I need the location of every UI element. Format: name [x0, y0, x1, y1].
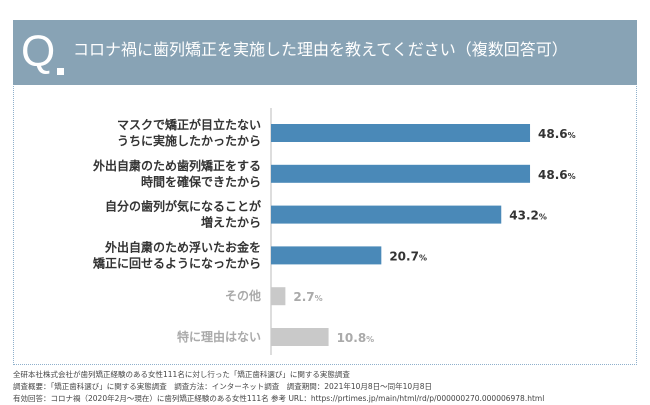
bar [271, 246, 382, 265]
chart-frame [13, 86, 637, 365]
value-label: 43.2% [509, 209, 547, 223]
question-header: Q コロナ禍に歯列矯正を実施した理由を教えてください（複数回答可） [13, 20, 637, 85]
value-label: 20.7% [389, 249, 427, 263]
category-label: 特に理由はない [177, 329, 261, 344]
q-mark: Q [21, 27, 56, 76]
note-line: 有効回答：コロナ禍（2020年2月～現在）に歯列矯正経験のある女性111名 参考… [13, 394, 545, 403]
category-label: マスクで矯正が目立たない [117, 117, 261, 132]
bar [271, 205, 502, 224]
bar [271, 287, 286, 306]
value-label: 2.7% [293, 290, 322, 304]
note-line: 全研本社株式会社が歯列矯正経験のある女性111名に対し行った「矯正歯科選び」に関… [13, 370, 350, 379]
category-label: 外出自粛のため歯列矯正をする [93, 158, 261, 173]
value-label: 48.6% [538, 168, 576, 182]
value-label: 10.8% [337, 331, 375, 345]
bar [271, 164, 531, 183]
category-label: 矯正に回せるようになったから [92, 255, 261, 270]
question-title: コロナ禍に歯列矯正を実施した理由を教えてください（複数回答可） [73, 40, 568, 59]
q-dot [57, 68, 64, 75]
bar [271, 124, 531, 142]
category-label: その他 [225, 288, 261, 303]
bar [271, 328, 329, 346]
category-label: 増えたから [201, 215, 261, 230]
category-label: 外出自粛のため浮いたお金を [105, 239, 261, 254]
category-label: うちに実施したかったから [117, 133, 261, 148]
category-label: 自分の歯列が気になることが [105, 199, 261, 214]
category-label: 時間を確保できたから [141, 174, 261, 189]
note-line: 調査概要：「矯正歯科選び」に関する実態調査 調査方法：インターネット調査 調査期… [13, 382, 432, 391]
value-label: 48.6% [538, 127, 576, 141]
